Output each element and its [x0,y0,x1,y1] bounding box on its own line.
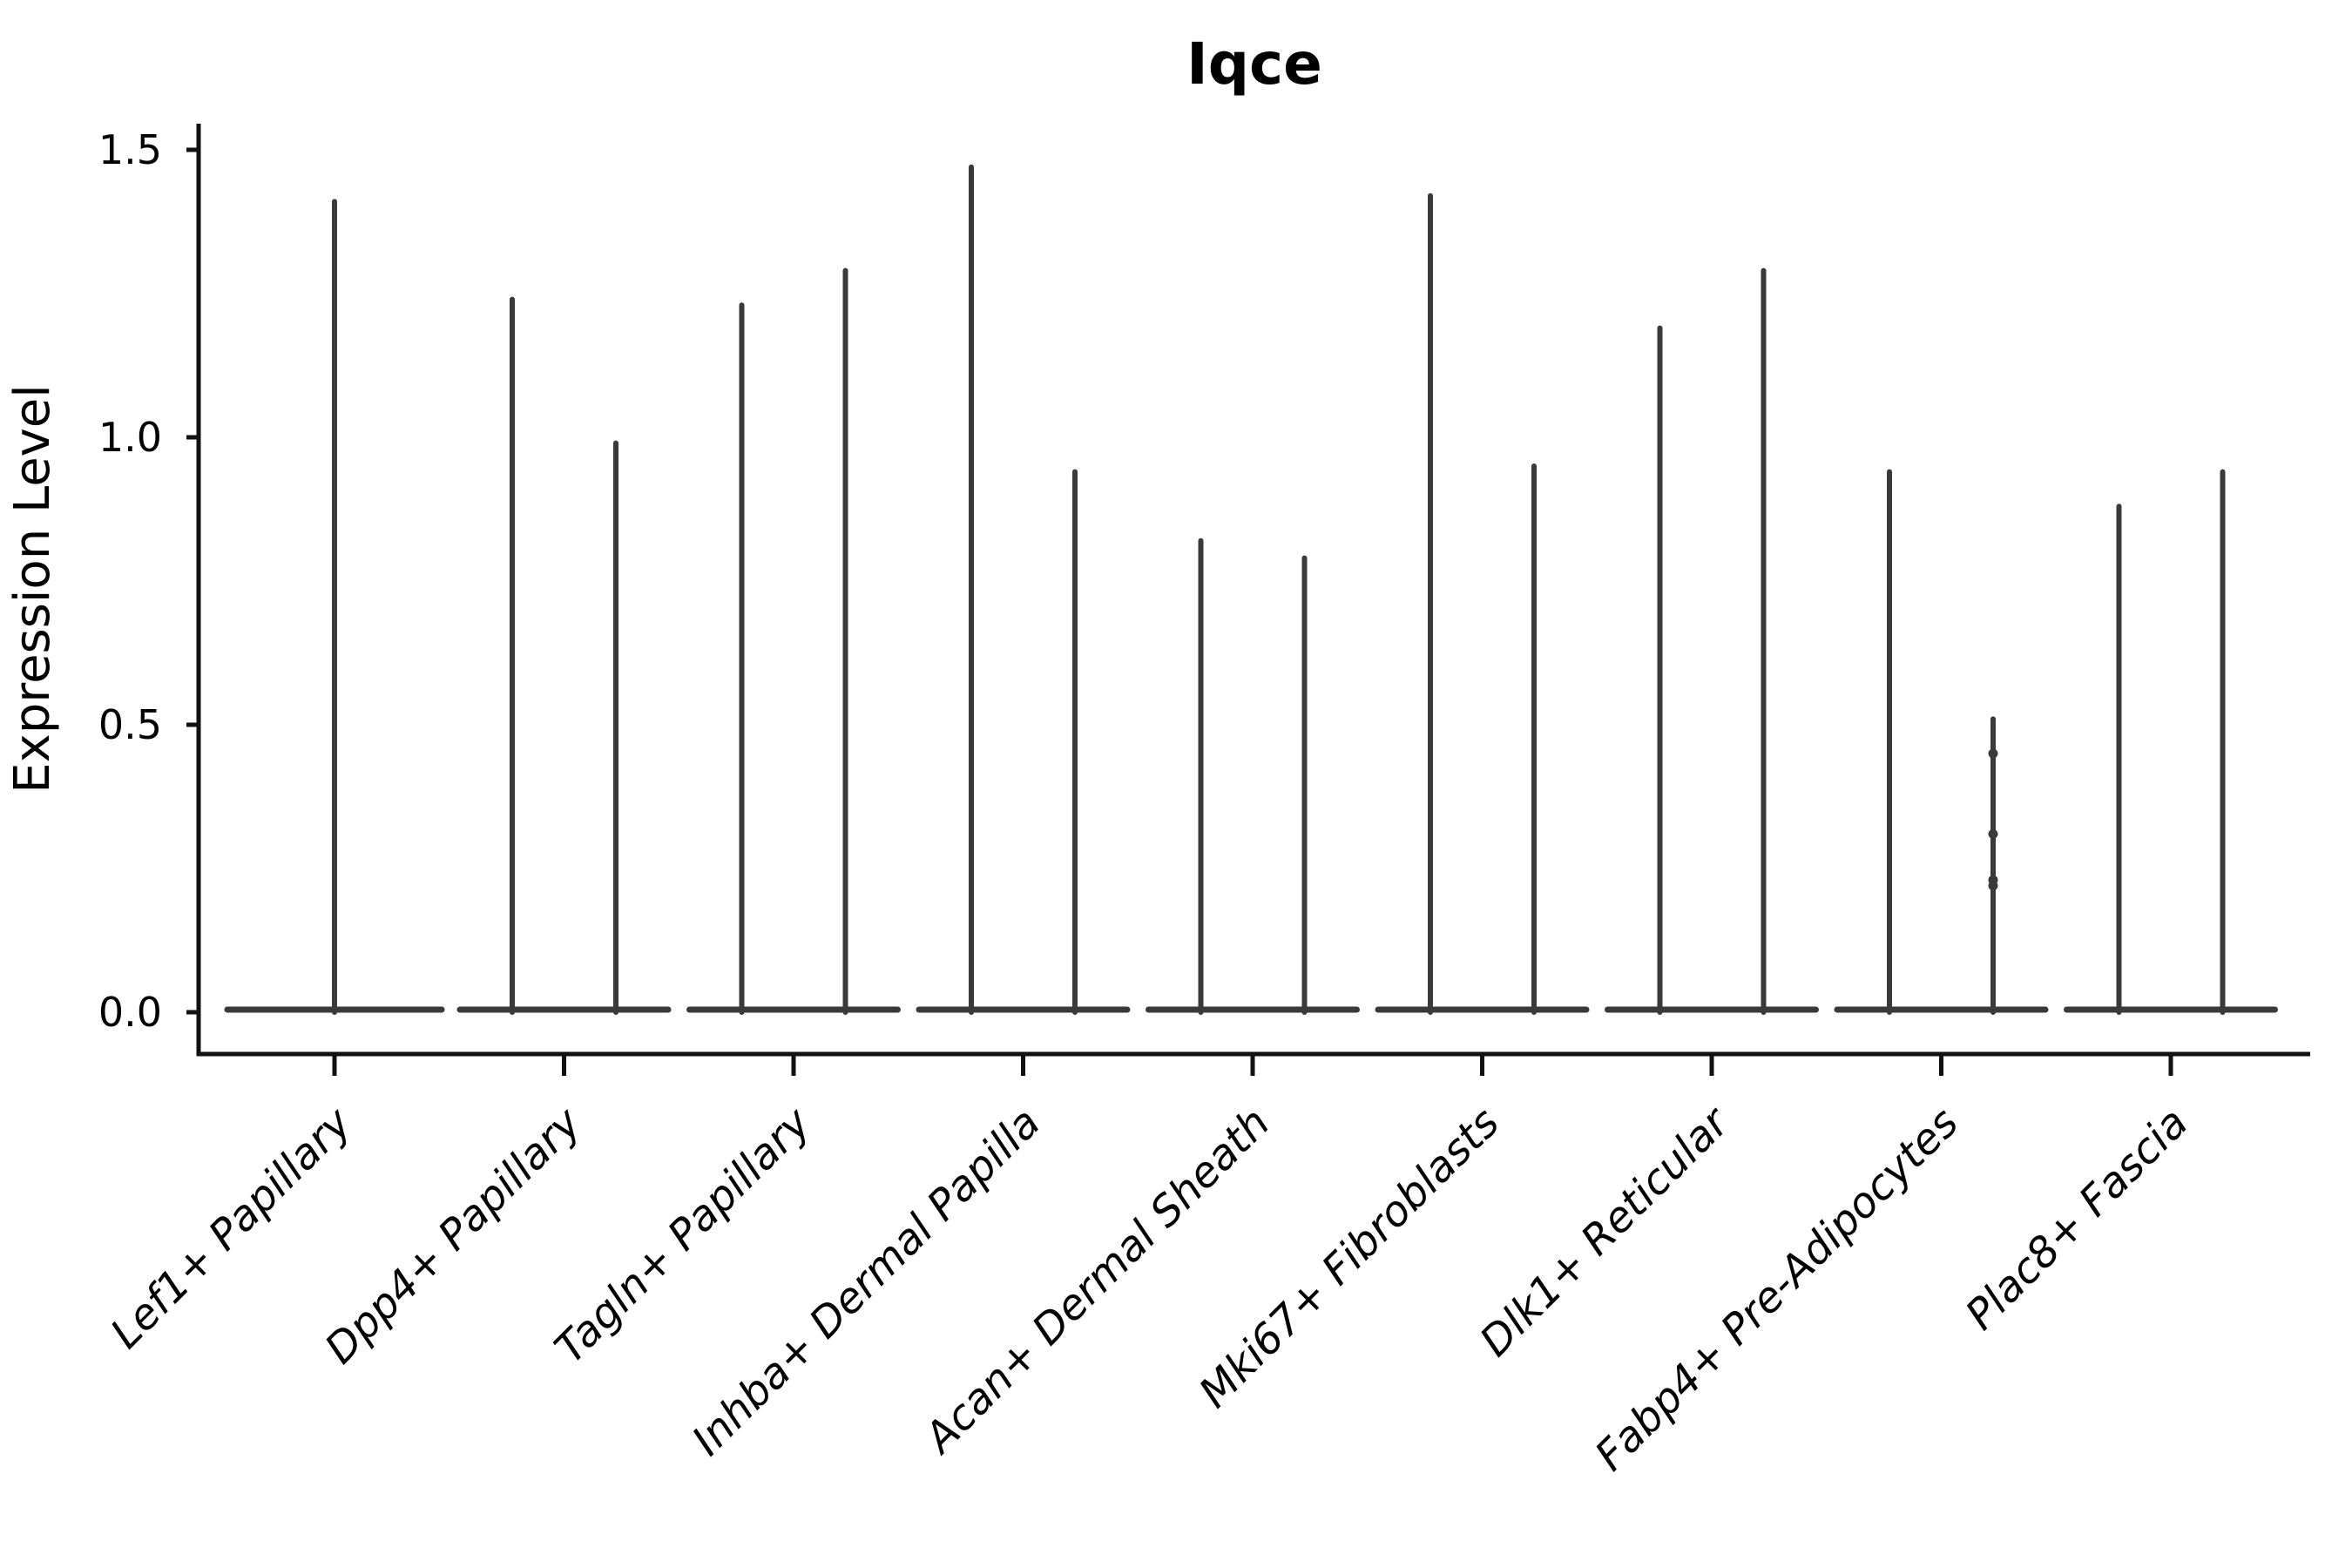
y-tick-label: 1.0 [98,414,162,461]
y-tick-label: 0.5 [98,701,162,748]
violin-point [1988,828,1998,839]
x-tick-label: Plac8+ Fascia [1957,1098,2198,1340]
violin-point [1988,748,1998,759]
y-tick-label: 0.0 [98,989,162,1036]
x-tick-label: Tagln+ Papillary [545,1098,821,1373]
x-tick-label: Dlk1+ Reticular [1470,1097,1740,1367]
x-tick-label: Lef1+ Papillary [101,1098,362,1358]
violin-point [1988,881,1998,891]
y-axis-label: Expression Level [4,384,61,794]
y-tick-label: 1.5 [98,126,162,173]
chart-title: Iqce [1186,30,1322,98]
x-tick-label: Fabp4+ Pre-Adipocytes [1585,1098,1968,1481]
x-tick-label: Dpp4+ Papillary [315,1098,591,1373]
